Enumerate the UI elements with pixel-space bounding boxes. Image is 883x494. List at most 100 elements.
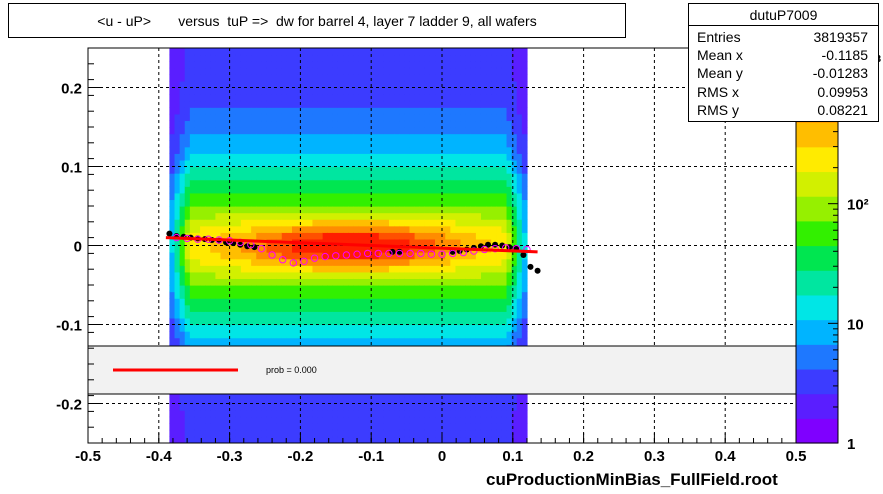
heat-cell (343, 87, 349, 95)
heat-cell (455, 54, 462, 62)
heat-cell (266, 225, 273, 233)
heat-cell (179, 212, 186, 220)
heat-cell (337, 245, 344, 253)
heat-cell (317, 324, 324, 332)
heat-cell (317, 265, 324, 273)
heat-cell (215, 199, 222, 207)
heat-cell (230, 179, 237, 187)
heat-cell (215, 232, 222, 240)
heat-cell (281, 271, 288, 280)
heat-cell (235, 94, 242, 102)
heat-cell (256, 298, 262, 306)
heat-cell (235, 146, 242, 154)
heat-cell (383, 416, 390, 424)
heat-cell (215, 429, 222, 438)
mean-point (499, 242, 506, 249)
heat-cell (200, 94, 206, 102)
heat-cell (337, 403, 344, 411)
heat-cell (225, 245, 232, 253)
heat-cell (297, 271, 303, 280)
heat-cell (491, 324, 497, 332)
heat-cell (271, 133, 278, 141)
heat-cell (424, 48, 431, 56)
heat-cell (496, 67, 503, 75)
heat-cell (169, 212, 176, 220)
heat-cell (266, 107, 273, 115)
heat-cell (414, 100, 421, 108)
heat-cell (501, 238, 508, 247)
heat-cell (169, 271, 176, 280)
heat-cell (521, 238, 528, 247)
heat-cell (332, 225, 339, 233)
heat-cell (174, 173, 181, 181)
heat-cell (337, 133, 344, 141)
heat-cell (246, 159, 252, 168)
heat-cell (368, 133, 375, 141)
heat-cell (460, 146, 467, 154)
heat-cell (189, 166, 196, 174)
heat-cell (235, 225, 242, 233)
heat-cell (271, 179, 278, 187)
heat-cell (424, 324, 431, 332)
heat-cell (363, 173, 370, 181)
heat-cell (174, 245, 181, 253)
heat-cell (414, 410, 421, 418)
heat-cell (292, 271, 298, 280)
heat-cell (394, 258, 400, 266)
heat-cell (174, 324, 181, 332)
heat-cell (225, 87, 232, 95)
heat-cell (276, 232, 283, 240)
heat-cell (460, 324, 467, 332)
heat-cell (450, 337, 457, 345)
heat-cell (363, 258, 370, 266)
heat-cell (455, 410, 462, 418)
heat-cell (455, 298, 462, 306)
heat-cell (189, 54, 196, 62)
stats-value: 3819357 (813, 29, 868, 45)
stats-row: Mean y -0.01283 (697, 65, 868, 82)
heat-cell (516, 331, 523, 339)
heat-cell (205, 179, 211, 187)
heat-cell (302, 107, 308, 115)
heat-cell (312, 225, 319, 233)
heat-cell (312, 258, 319, 266)
heat-cell (450, 206, 457, 214)
heat-cell (230, 107, 237, 115)
heat-cell (480, 258, 487, 266)
heat-cell (261, 410, 268, 418)
stats-row: Entries 3819357 (697, 29, 868, 46)
heat-cell (424, 278, 431, 286)
heat-cell (179, 304, 186, 312)
heat-cell (230, 153, 237, 161)
heat-cell (429, 403, 436, 411)
heat-cell (419, 48, 426, 56)
heat-cell (378, 127, 385, 135)
heat-cell (445, 67, 451, 75)
heat-cell (475, 113, 482, 122)
heat-cell (389, 298, 395, 306)
heat-cell (332, 48, 339, 56)
heat-cell (394, 225, 400, 233)
mpv-point (257, 244, 266, 253)
stats-key: Entries (697, 29, 741, 45)
heat-cell (205, 159, 211, 168)
heat-cell (246, 265, 252, 273)
heat-cell (230, 140, 237, 148)
heat-cell (516, 265, 523, 273)
heat-cell (271, 199, 278, 207)
heat-cell (475, 133, 482, 141)
palette-swatch (796, 171, 838, 181)
heat-cell (491, 225, 497, 233)
heat-cell (184, 48, 191, 56)
heat-cell (307, 258, 314, 266)
heat-cell (460, 271, 467, 280)
heat-cell (312, 212, 319, 220)
heat-cell (266, 173, 273, 181)
heat-cell (378, 146, 385, 154)
heat-cell (266, 423, 273, 431)
heat-cell (200, 337, 206, 345)
heat-cell (521, 186, 528, 194)
heat-cell (205, 337, 211, 345)
heat-cell (475, 54, 482, 62)
heat-cell (292, 87, 298, 95)
